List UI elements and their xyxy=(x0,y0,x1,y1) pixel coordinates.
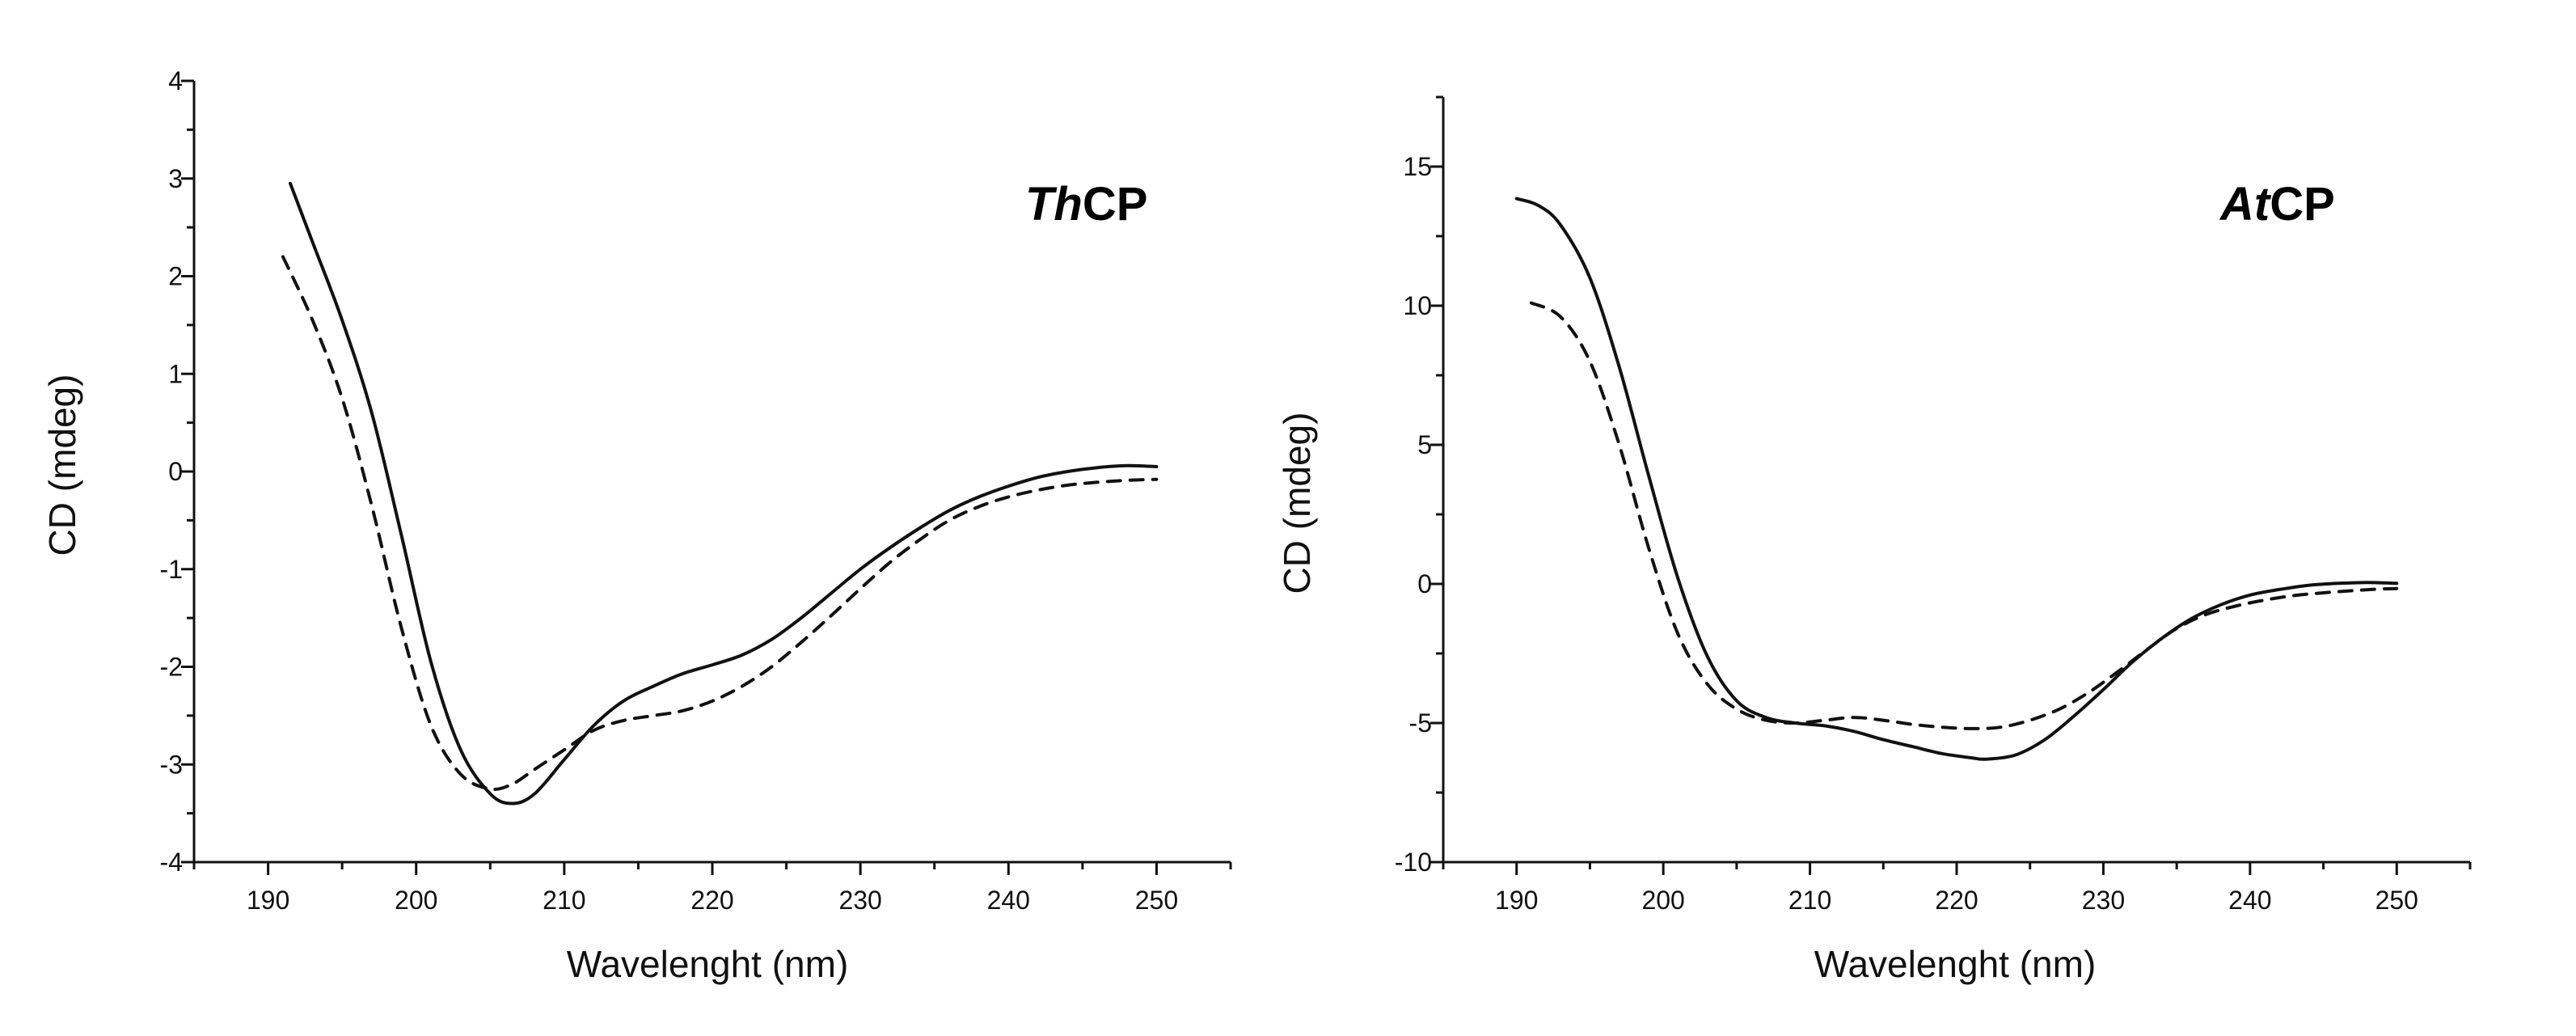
atcp-y-tick-label: -5 xyxy=(1409,708,1432,738)
thcp-chart: CD (mdeg) Wavelenght (nm) ThCP -4 -3 -2 -1 0… xyxy=(41,66,1232,985)
thcp-title-italic: Th xyxy=(1025,178,1083,230)
thcp-y-tick-label: 3 xyxy=(168,164,183,193)
thcp-y-tick-label: -4 xyxy=(160,848,183,877)
atcp-y-tick-label: 10 xyxy=(1403,291,1432,320)
atcp-y-tick-label: 15 xyxy=(1403,152,1432,181)
thcp-dashed-series-line xyxy=(281,255,1159,791)
atcp-chart: CD (mdeg) Wavelenght (nm) AtCP -10 -5 0 5 10… xyxy=(1276,95,2472,985)
thcp-y-tick-label: 2 xyxy=(168,262,183,291)
thcp-y-tick-label: -2 xyxy=(160,653,183,682)
atcp-x-axis-title: Wavelenght (nm) xyxy=(1814,943,2097,985)
thcp-y-tick-label: 0 xyxy=(168,457,183,486)
thcp-y-tick-label: 1 xyxy=(168,359,183,388)
thcp-y-tick-label: 4 xyxy=(168,66,183,95)
atcp-y-tick-label: -10 xyxy=(1395,848,1432,877)
atcp-x-tick-label: 210 xyxy=(1788,886,1831,915)
atcp-dashed-series-line xyxy=(1529,301,2399,730)
atcp-panel-title: AtCP xyxy=(2219,178,2335,230)
atcp-solid-series-line xyxy=(1514,197,2399,761)
thcp-solid-series-line xyxy=(289,181,1159,806)
thcp-x-tick-label: 240 xyxy=(987,886,1030,915)
thcp-title-rest: CP xyxy=(1083,178,1148,230)
atcp-y-axis-title: CD (mdeg) xyxy=(1276,412,1318,594)
atcp-x-tick-label: 200 xyxy=(1641,886,1684,915)
atcp-x-tick-label: 230 xyxy=(2082,886,2125,915)
atcp-x-tick-label: 190 xyxy=(1495,886,1538,915)
thcp-x-tick-label: 200 xyxy=(395,886,437,915)
thcp-panel-title: ThCP xyxy=(1025,178,1147,230)
thcp-x-tick-label: 220 xyxy=(690,886,733,915)
thcp-x-tick-label: 230 xyxy=(838,886,881,915)
atcp-x-tick-label: 250 xyxy=(2375,886,2418,915)
thcp-y-tick-label: -1 xyxy=(160,555,183,584)
atcp-y-tick-label: 0 xyxy=(1417,569,1432,598)
thcp-y-tick-label: -3 xyxy=(160,750,183,779)
atcp-x-tick-label: 240 xyxy=(2228,886,2271,915)
thcp-x-tick-label: 210 xyxy=(543,886,585,915)
atcp-title-italic: At xyxy=(2219,178,2272,230)
atcp-y-tick-label: 5 xyxy=(1417,430,1432,459)
atcp-x-tick-label: 220 xyxy=(1935,886,1978,915)
thcp-x-tick-label: 190 xyxy=(247,886,289,915)
thcp-y-axis-title: CD (mdeg) xyxy=(41,374,83,556)
atcp-title-rest: CP xyxy=(2270,178,2335,230)
thcp-x-axis-title: Wavelenght (nm) xyxy=(567,943,849,985)
thcp-x-tick-label: 250 xyxy=(1135,886,1178,915)
